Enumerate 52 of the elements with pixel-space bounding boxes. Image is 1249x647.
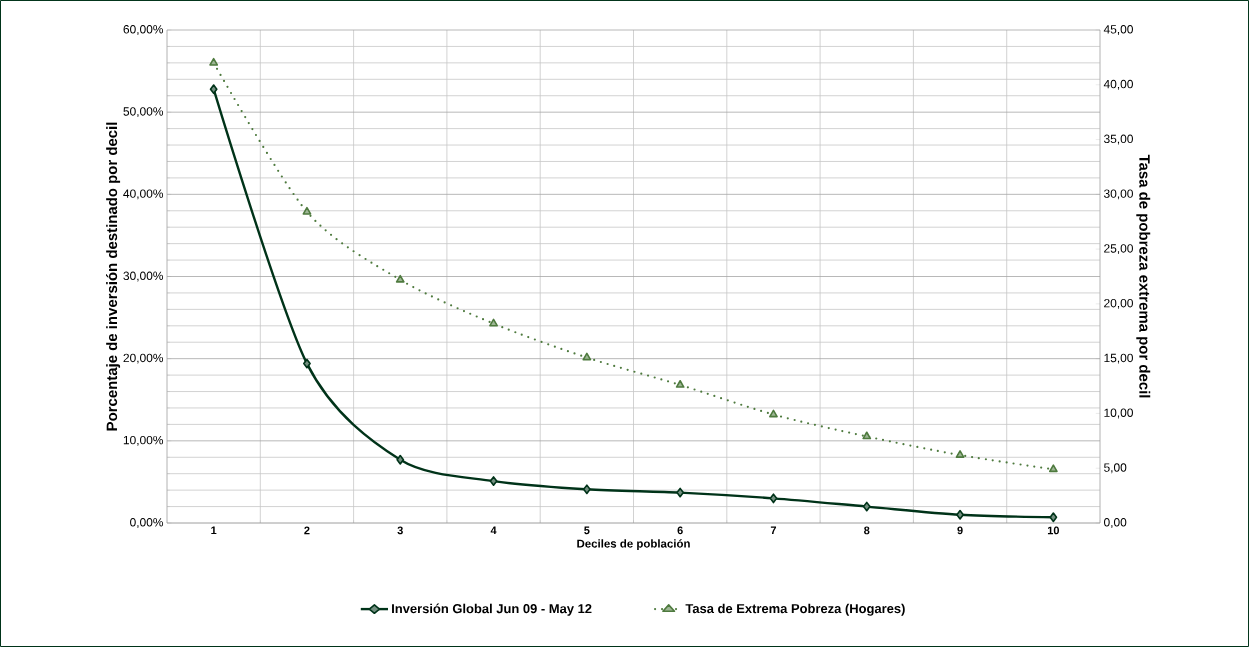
- x-tick-label: 1: [211, 526, 217, 535]
- y2-tick-label: 20,00: [1104, 298, 1133, 309]
- point: [862, 431, 872, 440]
- y2-tick-label: 10,00: [1104, 408, 1133, 419]
- y-tick-label: 30,00%: [123, 271, 164, 282]
- point: [209, 84, 218, 95]
- y-tick-label: 50,00%: [123, 107, 164, 118]
- point: [956, 509, 964, 520]
- y2-tick-label: 15,00: [1104, 353, 1133, 364]
- point: [302, 206, 312, 215]
- point: [209, 57, 219, 66]
- y2-axis-title: Tasa de pobreza extrema por decil: [1136, 154, 1151, 398]
- y-tick-label: 40,00%: [123, 189, 164, 200]
- point: [675, 379, 685, 388]
- point: [396, 454, 405, 465]
- y2-tick-label: 30,00: [1103, 189, 1133, 200]
- x-tick-label: 7: [770, 526, 777, 535]
- point: [769, 409, 778, 418]
- x-tick-label: 3: [397, 526, 403, 535]
- point: [582, 484, 591, 495]
- x-tick-label: 9: [957, 526, 963, 535]
- point: [769, 493, 778, 504]
- y-tick-label: 0,00%: [130, 518, 164, 528]
- legend-label: Inversión Global Jun 09 - May 12: [392, 603, 592, 616]
- x-tick-label: 8: [864, 526, 870, 535]
- point: [489, 476, 498, 487]
- y2-tick-label: 40,00: [1103, 79, 1133, 90]
- x-tick-label: 4: [490, 526, 497, 535]
- point: [862, 501, 871, 512]
- x-tick-label: 6: [677, 526, 683, 535]
- y-tick-label: 20,00%: [123, 353, 164, 364]
- legend-label: Tasa de Extrema Pobreza (Hogares): [685, 603, 905, 616]
- y-tick-label: 60,00%: [123, 25, 164, 35]
- y-axis-title: Porcentaje de inversión destinado por decil: [106, 122, 121, 431]
- point: [395, 274, 405, 283]
- y-tick-label: 10,00%: [123, 435, 164, 446]
- point: [955, 450, 965, 458]
- y2-tick-label: 0,00: [1104, 518, 1127, 528]
- x-axis-title: Deciles de población: [577, 539, 690, 550]
- y2-tick-label: 25,00: [1104, 244, 1133, 255]
- x-tick-label: 10: [1047, 526, 1059, 535]
- point: [582, 352, 592, 361]
- point: [489, 318, 498, 327]
- point: [1049, 512, 1058, 523]
- point: [676, 487, 685, 498]
- x-tick-label: 2: [304, 526, 310, 535]
- x-tick-label: 5: [584, 526, 590, 535]
- y2-tick-label: 45,00: [1103, 25, 1133, 35]
- point: [1048, 464, 1058, 473]
- point: [303, 358, 311, 369]
- y2-tick-label: 35,00: [1103, 134, 1133, 145]
- y2-tick-label: 5,00: [1104, 463, 1127, 474]
